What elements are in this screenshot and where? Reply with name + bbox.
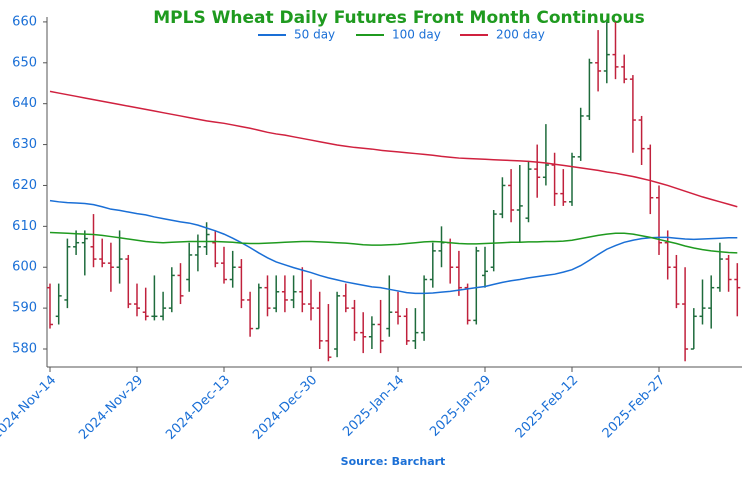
x-tick-label: 2025-Jan-14 xyxy=(340,373,407,440)
moving-average-line xyxy=(49,90,738,208)
x-tick-label: 2025-Feb-27 xyxy=(600,373,669,442)
source: Source: Barchart xyxy=(341,455,446,468)
y-tick-label: 600 xyxy=(12,260,37,275)
y-tick-label: 640 xyxy=(12,96,37,111)
y-tick-label: 590 xyxy=(12,301,37,316)
moving-average-line xyxy=(49,231,738,254)
x-tick-label: 2024-Dec-13 xyxy=(163,373,233,443)
legend-label: 50 day xyxy=(294,28,335,42)
y-tick-label: 580 xyxy=(12,342,37,357)
y-tick-label: 630 xyxy=(12,137,37,152)
y-tick-label: 650 xyxy=(12,55,37,70)
y-tick-label: 620 xyxy=(12,178,37,193)
x-tick-label: 2024-Dec-30 xyxy=(250,373,320,443)
x-tick-label: 2024-Nov-29 xyxy=(76,373,146,443)
moving-average-line xyxy=(49,199,738,295)
y-tick-label: 660 xyxy=(12,14,37,29)
legend-label: 100 day xyxy=(392,28,441,42)
x-tick-label: 2024-Nov-14 xyxy=(0,373,59,443)
y-tick-label: 610 xyxy=(12,219,37,234)
x-tick-label: 2025-Feb-12 xyxy=(513,373,582,442)
chart-title: MPLS Wheat Daily Futures Front Month Con… xyxy=(153,8,644,28)
legend-label: 200 day xyxy=(496,28,545,42)
x-tick-label: 2025-Jan-29 xyxy=(427,373,494,440)
